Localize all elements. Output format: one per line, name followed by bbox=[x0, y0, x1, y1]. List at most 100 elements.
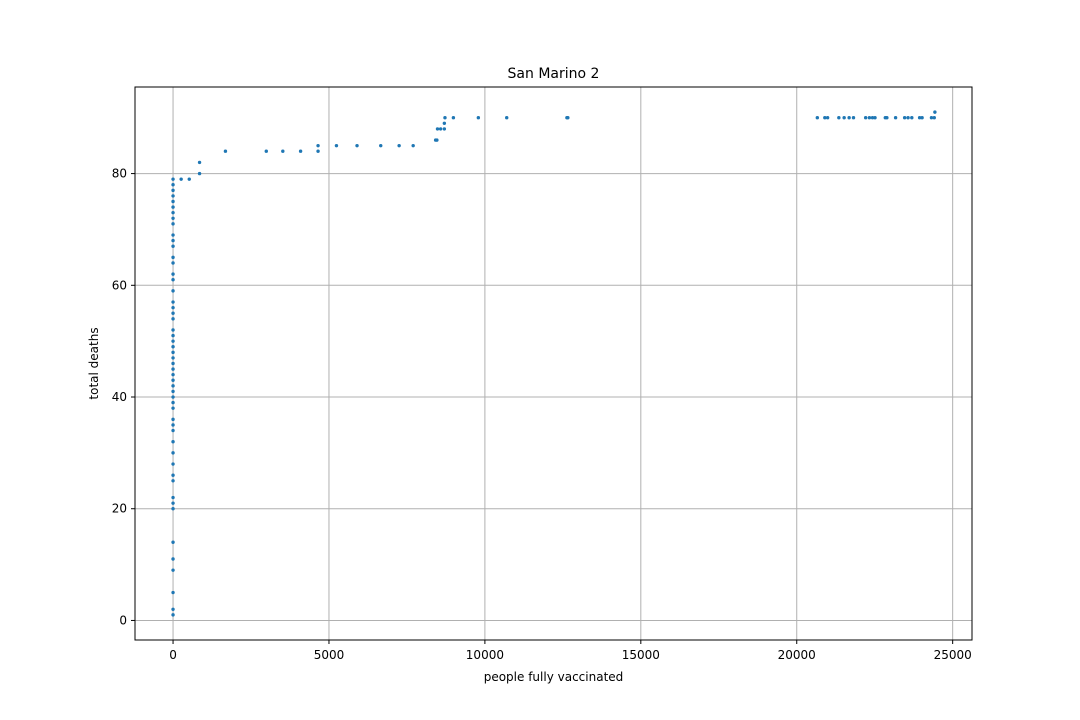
data-point bbox=[171, 507, 175, 511]
data-point bbox=[171, 607, 175, 611]
data-point bbox=[171, 568, 175, 572]
data-point bbox=[443, 116, 447, 120]
y-tick-label: 40 bbox=[112, 390, 127, 404]
data-point bbox=[171, 328, 175, 332]
data-point bbox=[815, 116, 820, 120]
axes-frame bbox=[134, 86, 973, 641]
data-point bbox=[179, 177, 183, 181]
data-point bbox=[171, 199, 175, 204]
data-point bbox=[171, 540, 175, 544]
data-point bbox=[379, 143, 383, 148]
data-point bbox=[476, 116, 481, 120]
data-point bbox=[171, 406, 175, 410]
x-tick-label: 15000 bbox=[622, 648, 660, 662]
chart-title: San Marino 2 bbox=[508, 66, 600, 82]
data-point bbox=[171, 451, 175, 455]
data-point bbox=[451, 116, 456, 120]
data-point bbox=[171, 300, 175, 304]
data-point bbox=[171, 188, 175, 193]
data-point bbox=[933, 110, 937, 114]
data-point bbox=[171, 356, 175, 360]
data-point bbox=[842, 116, 846, 120]
data-point bbox=[171, 177, 175, 181]
data-point bbox=[171, 272, 175, 276]
data-point bbox=[171, 205, 175, 209]
data-point bbox=[281, 149, 285, 153]
data-point bbox=[893, 116, 898, 120]
data-point bbox=[171, 479, 175, 483]
data-point bbox=[171, 428, 175, 433]
y-tick-label: 20 bbox=[112, 502, 127, 516]
data-point bbox=[171, 400, 175, 405]
data-point bbox=[920, 116, 924, 120]
data-point bbox=[171, 557, 175, 561]
data-point bbox=[171, 339, 175, 343]
data-point bbox=[171, 417, 175, 422]
data-point bbox=[917, 116, 922, 120]
x-tick-label: 5000 bbox=[314, 648, 345, 662]
data-point bbox=[171, 244, 175, 248]
data-point bbox=[298, 149, 303, 153]
x-axis-label: people fully vaccinated bbox=[484, 670, 624, 684]
data-point bbox=[505, 116, 509, 120]
data-point bbox=[873, 116, 877, 120]
data-point bbox=[171, 440, 175, 444]
data-point bbox=[411, 143, 415, 148]
data-point bbox=[171, 278, 175, 282]
data-point bbox=[197, 171, 202, 176]
data-point bbox=[264, 149, 268, 153]
data-point bbox=[171, 216, 175, 220]
data-point bbox=[171, 395, 175, 399]
data-point bbox=[171, 613, 175, 617]
y-tick-label: 60 bbox=[112, 278, 127, 292]
x-tick-label: 25000 bbox=[934, 648, 972, 662]
data-point bbox=[223, 149, 228, 153]
data-point bbox=[197, 160, 202, 165]
data-point bbox=[171, 317, 175, 321]
data-point bbox=[438, 127, 443, 131]
data-point bbox=[870, 116, 875, 120]
data-point bbox=[171, 255, 175, 260]
data-point bbox=[171, 590, 175, 595]
data-point bbox=[187, 177, 191, 181]
data-point bbox=[171, 194, 175, 198]
y-axis-label: total deaths bbox=[87, 327, 101, 399]
data-point bbox=[929, 116, 934, 120]
data-point bbox=[171, 423, 175, 427]
data-point bbox=[435, 138, 439, 142]
data-point bbox=[902, 116, 907, 120]
data-point bbox=[171, 389, 175, 394]
data-point bbox=[910, 116, 914, 120]
data-point bbox=[847, 116, 851, 120]
data-point bbox=[171, 361, 175, 366]
data-point bbox=[171, 311, 175, 315]
data-point bbox=[823, 116, 827, 120]
data-point bbox=[932, 116, 936, 120]
axis-ticks: 0 5000 10000 15000 20000 25000 0 20 40 60 80 bbox=[112, 167, 972, 662]
data-point bbox=[837, 116, 841, 120]
data-point bbox=[171, 372, 175, 377]
data-point bbox=[825, 116, 830, 120]
data-point bbox=[435, 127, 440, 131]
data-points bbox=[171, 110, 937, 617]
data-point bbox=[442, 121, 447, 126]
data-point bbox=[171, 183, 175, 187]
grid-lines bbox=[135, 87, 972, 640]
data-point bbox=[171, 233, 175, 237]
data-point bbox=[171, 501, 175, 505]
data-point bbox=[442, 127, 447, 131]
data-point bbox=[171, 222, 175, 226]
data-point bbox=[171, 289, 175, 293]
data-point bbox=[334, 143, 339, 148]
data-point bbox=[355, 143, 359, 148]
data-point bbox=[171, 495, 175, 500]
data-point bbox=[397, 143, 401, 148]
data-point bbox=[171, 210, 175, 215]
data-point bbox=[171, 345, 175, 349]
y-tick-label: 0 bbox=[119, 613, 127, 627]
data-point bbox=[171, 384, 175, 388]
data-point bbox=[171, 473, 175, 477]
x-tick-label: 0 bbox=[169, 648, 177, 662]
